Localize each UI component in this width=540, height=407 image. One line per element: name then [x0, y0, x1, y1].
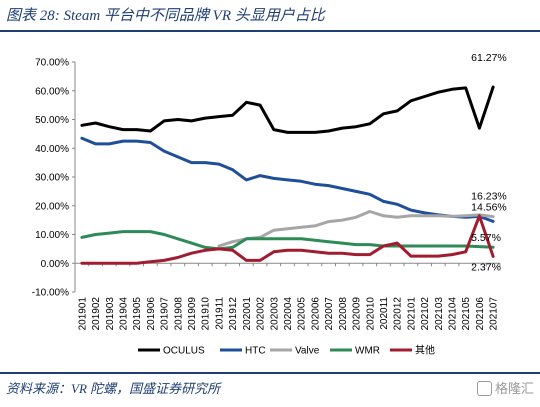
- legend-label-HTC: HTC: [245, 346, 266, 357]
- x-tick-label: 201907: [160, 297, 171, 331]
- source-rule: [0, 372, 540, 374]
- x-tick-label: 201905: [132, 297, 143, 331]
- x-tick-label: 202002: [256, 297, 267, 331]
- watermark: 格隆汇: [476, 378, 534, 397]
- data-label-WMR: 5.57%: [471, 232, 501, 244]
- data-label-Valve: 16.23%: [471, 191, 507, 203]
- x-tick-label: 201904: [118, 297, 129, 331]
- x-tick-label: 201901: [77, 297, 88, 331]
- x-tick-label: 202007: [324, 297, 335, 331]
- x-tick-label: 201910: [201, 297, 212, 331]
- y-tick-label: 60.00%: [35, 86, 69, 97]
- legend-label-OCULUS: OCULUS: [163, 346, 205, 357]
- x-tick-label: 202005: [297, 297, 308, 331]
- x-tick-label: 202101: [406, 297, 417, 331]
- data-label-其他: 2.37%: [471, 261, 501, 273]
- x-tick-label: 202004: [283, 297, 294, 331]
- x-tick-label: 201908: [173, 297, 184, 331]
- y-tick-label: 30.00%: [35, 173, 69, 184]
- x-tick-label: 202105: [461, 297, 472, 331]
- y-tick-label: 20.00%: [35, 201, 69, 212]
- x-tick-label: 201906: [146, 297, 157, 331]
- legend-label-Valve: Valve: [295, 346, 320, 357]
- x-tick-label: 201912: [228, 297, 239, 331]
- series-line-WMR: [80, 230, 495, 251]
- data-label-OCULUS: 61.27%: [471, 52, 507, 64]
- x-tick-label: 201911: [214, 297, 225, 330]
- x-tick-label: 202102: [420, 297, 431, 331]
- line-chart: 70.00% 60.00% 50.00% 40.00% 30.00% 20.00% 10.0…: [32, 52, 507, 357]
- chart-title: 图表 28: Steam 平台中不同品牌 VR 头显用户占比: [6, 8, 325, 24]
- y-tick-label: 40.00%: [35, 144, 69, 155]
- x-tick-label: 202011: [379, 297, 390, 330]
- x-tick-label: 202003: [269, 297, 280, 331]
- source-note: 资料来源：VR 陀螺，国盛证券研究所: [6, 381, 221, 396]
- y-tick-label: 70.00%: [35, 58, 69, 69]
- x-tick-label: 201903: [105, 297, 116, 331]
- series-line-HTC: [80, 136, 495, 223]
- watermark-logo-icon: [476, 381, 492, 396]
- x-tick-label: 202009: [352, 297, 363, 331]
- x-tick-label: 202008: [338, 297, 349, 331]
- series-line-Valve: [217, 210, 495, 248]
- watermark-text: 格隆汇: [494, 381, 534, 396]
- x-tick-label: 202104: [448, 297, 459, 331]
- x-tick-label: 201902: [91, 297, 102, 331]
- series-line-其他: [80, 214, 495, 265]
- y-tick-label: -10.00%: [32, 288, 69, 299]
- series-line-OCULUS: [80, 85, 495, 134]
- x-tick-label: 202006: [310, 297, 321, 331]
- x-tick-label: 202001: [242, 297, 253, 331]
- x-tick-label: 202106: [475, 297, 486, 331]
- title-rule: [0, 30, 540, 32]
- x-tick-label: 202012: [393, 297, 404, 331]
- x-tick-label: 202103: [434, 297, 445, 331]
- y-tick-label: 50.00%: [35, 115, 69, 126]
- x-tick-label: 202107: [489, 297, 500, 331]
- legend-label-其他: 其他: [415, 344, 435, 357]
- y-tick-label: 10.00%: [35, 230, 69, 241]
- legend-label-WMR: WMR: [355, 346, 380, 357]
- x-tick-label: 202010: [365, 297, 376, 331]
- y-tick-label: 0.00%: [41, 259, 69, 270]
- x-tick-label: 201909: [187, 297, 198, 331]
- data-label-HTC: 14.56%: [471, 201, 507, 213]
